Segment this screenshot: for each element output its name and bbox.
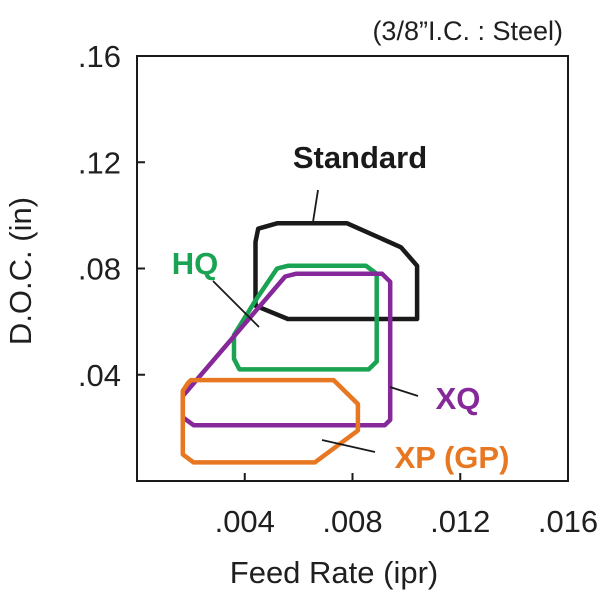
- region-xp-gp: [180, 377, 361, 465]
- region-label-xp-gp: XP (GP): [395, 440, 510, 475]
- leader-line-xp-gp: [321, 439, 376, 453]
- region-label-hq: HQ: [172, 246, 219, 281]
- x-tick-label: .008: [322, 504, 382, 539]
- x-tick-label: .012: [430, 504, 490, 539]
- y-tick-label: .04: [78, 358, 121, 393]
- chart-subtitle: (3/8”I.C. : Steel): [372, 16, 563, 46]
- x-axis-label: Feed Rate (ipr): [230, 555, 438, 590]
- x-tick-label: .016: [538, 504, 598, 539]
- region-label-standard: Standard: [293, 140, 427, 175]
- y-axis-label: D.O.C. (in): [3, 197, 38, 345]
- leader-line-hq: [212, 280, 260, 328]
- region-standard: [253, 221, 420, 322]
- region-hq: [231, 263, 379, 372]
- leader-line-standard: [312, 189, 319, 223]
- leader-line-xq: [389, 386, 419, 397]
- region-xq: [180, 271, 393, 428]
- y-tick-label: .08: [78, 252, 121, 287]
- region-label-xq: XQ: [436, 381, 481, 416]
- y-tick-label: .16: [78, 39, 121, 74]
- y-tick-label: .12: [78, 145, 121, 180]
- x-tick-label: .004: [215, 504, 275, 539]
